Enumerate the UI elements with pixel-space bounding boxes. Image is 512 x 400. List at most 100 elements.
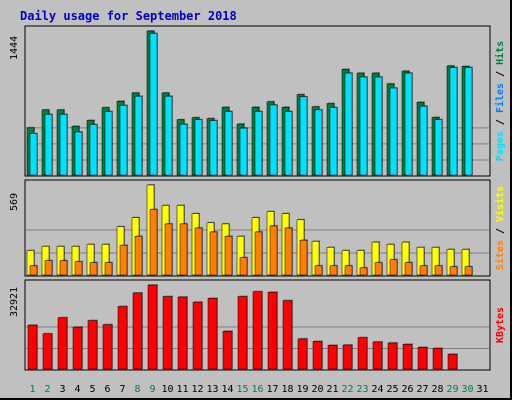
bar-pages-day-8 [134, 95, 143, 176]
bar-pages-day-23 [359, 76, 368, 176]
bar-sites-day-27 [419, 265, 428, 276]
bar-kbytes-day-4 [72, 326, 83, 370]
bar-sites-day-19 [299, 239, 308, 276]
y-max-label: 569 [9, 193, 20, 211]
bar-pages-day-2 [44, 114, 53, 176]
bar-sites-day-7 [119, 245, 128, 276]
legend: Sites / Visits [494, 186, 506, 270]
day-label-24: 24 [371, 384, 383, 395]
day-label-21: 21 [326, 384, 338, 395]
bar-pages-day-14 [224, 111, 233, 176]
day-label-18: 18 [281, 384, 293, 395]
bar-kbytes-day-2 [42, 333, 53, 370]
bar-sites-day-11 [179, 223, 188, 276]
day-label-22: 22 [341, 384, 353, 395]
bar-sites-day-26 [404, 262, 413, 276]
bar-kbytes-day-26 [402, 343, 413, 370]
day-label-2: 2 [44, 384, 50, 395]
bar-sites-day-4 [74, 261, 83, 276]
bar-sites-day-6 [104, 262, 113, 276]
day-label-26: 26 [401, 384, 413, 395]
bar-pages-day-19 [299, 96, 308, 176]
bar-kbytes-day-7 [117, 306, 128, 370]
bar-pages-day-10 [164, 95, 173, 176]
day-label-13: 13 [206, 384, 218, 395]
day-label-7: 7 [119, 384, 125, 395]
bar-pages-day-15 [239, 127, 248, 176]
bar-pages-day-13 [209, 120, 218, 176]
bar-kbytes-day-18 [282, 300, 293, 370]
bar-sites-day-22 [344, 265, 353, 276]
day-label-12: 12 [191, 384, 203, 395]
panel-kbytes: 32921 KBytes [9, 279, 506, 371]
bar-kbytes-day-1 [27, 324, 38, 370]
bar-sites-day-16 [254, 231, 263, 276]
day-label-15: 15 [236, 384, 248, 395]
bar-kbytes-day-5 [87, 320, 98, 370]
day-label-19: 19 [296, 384, 308, 395]
chart-panels: 1444 Pages / Files / Hits 569 Sites / Visit… [9, 25, 506, 371]
day-label-1: 1 [29, 384, 35, 395]
legend-files: Files [494, 83, 506, 113]
day-label-11: 11 [176, 384, 188, 395]
bar-kbytes-day-16 [252, 291, 263, 370]
y-max-label: 32921 [9, 287, 20, 317]
day-label-6: 6 [104, 384, 110, 395]
bar-sites-day-24 [374, 262, 383, 276]
legend-separator: / [495, 113, 506, 131]
bar-sites-day-28 [434, 265, 443, 276]
bar-kbytes-day-28 [432, 348, 443, 370]
day-label-23: 23 [356, 384, 368, 395]
bar-sites-day-30 [464, 266, 473, 276]
bar-sites-day-8 [134, 235, 143, 276]
bar-sites-day-14 [224, 235, 233, 276]
day-label-17: 17 [266, 384, 278, 395]
bar-kbytes-day-10 [162, 296, 173, 370]
day-label-27: 27 [416, 384, 428, 395]
legend-visits: Visits [494, 186, 506, 222]
bar-kbytes-day-15 [237, 296, 248, 370]
day-label-14: 14 [221, 384, 233, 395]
bar-pages-day-5 [89, 124, 98, 176]
bar-pages-day-16 [254, 111, 263, 176]
bar-sites-day-17 [269, 225, 278, 276]
bar-pages-day-29 [449, 67, 458, 176]
bar-pages-day-3 [59, 114, 68, 176]
bar-pages-day-28 [434, 119, 443, 176]
y-max-label: 1444 [9, 36, 20, 60]
day-label-16: 16 [251, 384, 263, 395]
bar-kbytes-day-9 [147, 284, 158, 370]
bar-kbytes-day-13 [207, 298, 218, 370]
legend: Pages / Files / Hits [494, 41, 506, 161]
chart-title: Daily usage for September 2018 [20, 9, 237, 23]
bar-kbytes-day-29 [447, 353, 458, 370]
bar-kbytes-day-14 [222, 330, 233, 370]
day-label-10: 10 [161, 384, 173, 395]
legend-sites: Sites [494, 240, 506, 270]
legend-hits: Hits [494, 41, 506, 65]
bar-sites-day-12 [194, 227, 203, 276]
bar-kbytes-day-6 [102, 324, 113, 370]
day-label-4: 4 [74, 384, 80, 395]
bar-pages-day-6 [104, 111, 113, 176]
bar-sites-day-20 [314, 265, 323, 276]
day-label-29: 29 [446, 384, 458, 395]
bar-pages-day-30 [464, 67, 473, 176]
bar-kbytes-day-25 [387, 342, 398, 370]
day-label-8: 8 [134, 384, 140, 395]
bar-pages-day-21 [329, 107, 338, 176]
bar-sites-day-21 [329, 265, 338, 276]
day-label-3: 3 [59, 384, 65, 395]
day-label-9: 9 [149, 384, 155, 395]
day-label-20: 20 [311, 384, 323, 395]
bar-kbytes-day-11 [177, 296, 188, 370]
bar-kbytes-day-21 [327, 345, 338, 370]
x-axis-day-labels: 1 2 3 4 5 6 7 8 9 10 11 12 13 14 15 16 17 18 19 20 21 22 23 24 2… [29, 384, 488, 395]
bar-sites-day-9 [149, 209, 158, 276]
bar-sites-day-18 [284, 227, 293, 276]
panel-visits-sites: 569 Sites / Visits [9, 179, 506, 277]
bar-pages-day-24 [374, 76, 383, 176]
bar-sites-day-2 [44, 260, 53, 276]
